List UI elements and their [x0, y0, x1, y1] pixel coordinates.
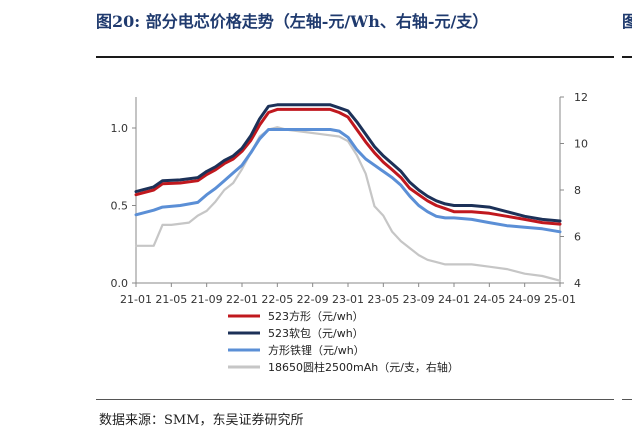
bottom-rule	[96, 399, 614, 400]
series-line-1	[134, 103, 562, 223]
legend: 523方形（元/wh） 523软包（元/wh） 方形铁锂（元/wh） 18650圆柱2…	[228, 309, 459, 374]
figure-title: 图20: 部分电芯价格走势（左轴-元/Wh、右轴-元/支）	[96, 12, 489, 31]
right-tick-label: 8	[574, 184, 581, 197]
x-tick-label: 24-01	[438, 293, 470, 306]
legend-label-1: 523软包（元/wh）	[268, 326, 364, 340]
legend-label-3: 18650圆柱2500mAh（元/支，右轴）	[268, 360, 459, 374]
right-tick-label: 10	[574, 138, 588, 151]
series-line-3	[134, 126, 562, 282]
x-tick-label: 21-05	[155, 293, 187, 306]
legend-label-2: 方形铁锂（元/wh）	[268, 343, 365, 357]
x-tick-label: 22-09	[297, 293, 329, 306]
right-tick-label: 4	[574, 277, 581, 290]
x-tick-label: 23-09	[403, 293, 435, 306]
x-tick-label: 25-01	[544, 293, 576, 306]
source-note: 数据来源：SMM，东吴证券研究所	[99, 413, 304, 428]
series-layer	[134, 103, 562, 282]
x-tick-label: 23-01	[332, 293, 364, 306]
right-tick-label: 12	[574, 91, 588, 104]
x-tick-label: 22-01	[226, 293, 258, 306]
top-rule-right	[622, 56, 632, 58]
bottom-rule-right	[622, 399, 632, 400]
x-tick-label: 21-09	[191, 293, 223, 306]
series-line-2	[134, 128, 562, 234]
right-tick-label: 6	[574, 231, 581, 244]
x-tick-label: 21-01	[120, 293, 152, 306]
left-tick-label: 1.0	[111, 122, 129, 135]
x-tick-label: 24-05	[473, 293, 505, 306]
cropped-next-title: 图	[622, 12, 632, 31]
x-tick-label: 23-05	[367, 293, 399, 306]
x-tick-label: 24-09	[509, 293, 541, 306]
left-tick-label: 0.0	[111, 277, 129, 290]
left-tick-label: 0.5	[111, 200, 129, 213]
top-rule	[96, 56, 614, 58]
series-line-0	[134, 107, 562, 226]
x-tick-label: 22-05	[261, 293, 293, 306]
legend-label-0: 523方形（元/wh）	[268, 309, 364, 323]
